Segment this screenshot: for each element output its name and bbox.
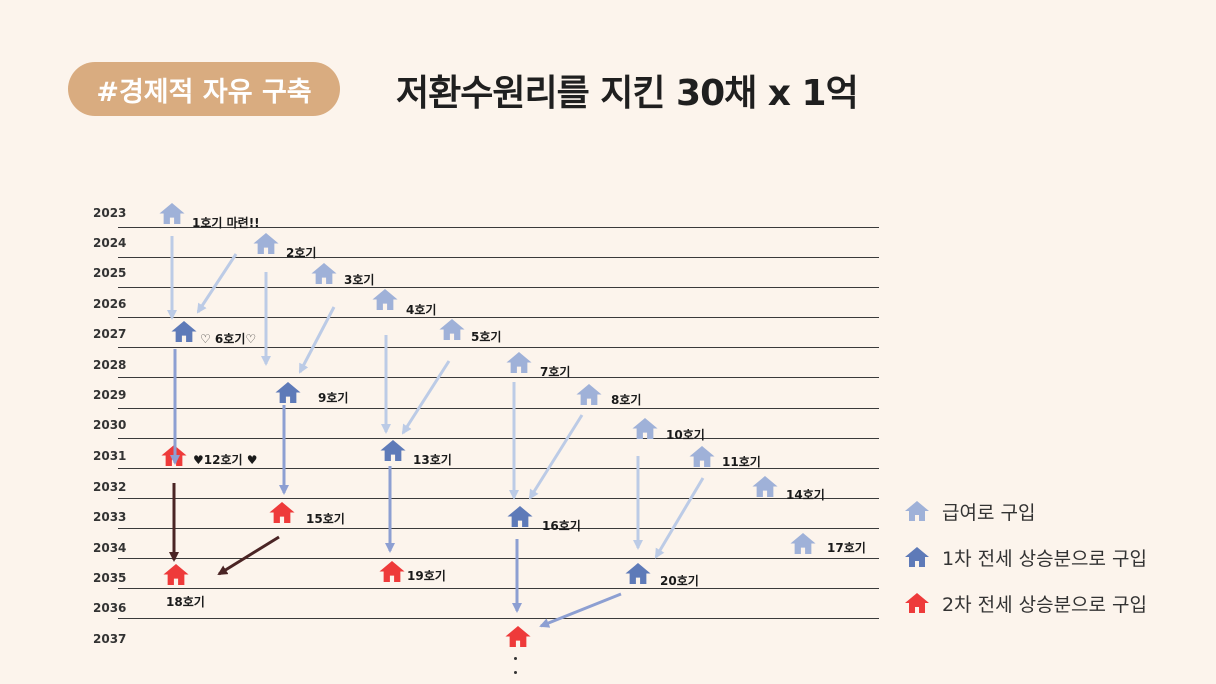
house-label: ♡ 6호기♡ [200,332,257,346]
year-label: 2023 [93,206,127,220]
timeline-divider [118,618,879,619]
legend-label: 급여로 구입 [942,501,1036,524]
legend-label: 2차 전세 상승분으로 구입 [942,593,1148,616]
timeline-divider [118,317,879,318]
house-icon [372,289,398,310]
house-label: 11호기 [722,455,761,469]
house-label: 1호기 마련!! [192,216,260,230]
house-label: 5호기 [471,330,502,344]
house-icon [625,563,651,584]
house-label: 8호기 [611,393,642,407]
timeline-divider [118,498,879,499]
house-icon [171,321,197,342]
flow-arrow [217,535,280,576]
house-label: 19호기 [407,569,446,583]
timeline-divider [118,438,879,439]
legend: 급여로 구입 1차 전세 상승분으로 구입 2차 전세 상승분으로 구입 [904,488,1147,626]
house-label: 15호기 [306,512,345,526]
timeline-divider [118,257,879,258]
house-icon [576,384,602,405]
legend-item-salary: 급여로 구입 [904,488,1147,534]
house-label: 9호기 [318,391,349,405]
house-label: 16호기 [542,519,581,533]
house-icon [253,233,279,254]
house-icon [439,319,465,340]
year-label: 2034 [93,541,127,555]
year-label: 2024 [93,236,127,250]
year-label: 2037 [93,632,127,646]
flow-arrow [401,360,451,435]
legend-item-first-jeonse: 1차 전세 상승분으로 구입 [904,534,1147,580]
flow-arrow [298,306,336,374]
timeline-divider [118,528,879,529]
year-label: 2031 [93,449,127,463]
continuation-dot [514,657,517,660]
house-icon [505,626,531,647]
page-title: 저환수원리를 지킨 30채 x 1억 [396,73,859,114]
legend-label: 1차 전세 상승분으로 구입 [942,547,1148,570]
house-icon [163,564,189,585]
house-icon [380,440,406,461]
house-icon [507,506,533,527]
house-label: 14호기 [786,488,825,502]
year-label: 2028 [93,358,127,372]
house-icon [311,263,337,284]
timeline-divider [118,558,879,559]
house-label: 7호기 [540,365,571,379]
year-label: 2036 [93,601,127,615]
house-icon [269,502,295,523]
house-icon [905,593,929,613]
house-label: 13호기 [413,453,452,467]
year-label: 2027 [93,327,127,341]
year-label: 2025 [93,266,127,280]
year-label: 2032 [93,480,127,494]
house-icon [790,533,816,554]
legend-item-second-jeonse: 2차 전세 상승분으로 구입 [904,580,1147,626]
year-label: 2035 [93,571,127,585]
house-icon [905,501,929,521]
year-label: 2026 [93,297,127,311]
house-label: 10호기 [666,428,705,442]
house-icon [905,547,929,567]
flow-arrow [196,253,238,314]
flow-arrow [528,414,584,500]
timeline-divider [118,588,879,589]
house-icon [632,418,658,439]
timeline-divider [118,347,879,348]
house-icon [506,352,532,373]
house-label: 17호기 [827,541,866,555]
timeline-divider [118,287,879,288]
timeline-divider [118,408,879,409]
year-label: 2030 [93,418,127,432]
house-label: ♥12호기 ♥ [193,453,258,467]
flow-arrow [539,592,622,628]
timeline-divider [118,377,879,378]
house-label: 4호기 [406,303,437,317]
flow-arrow [654,477,705,559]
year-label: 2033 [93,510,127,524]
house-icon [752,476,778,497]
house-icon [159,203,185,224]
timeline-divider [118,227,879,228]
continuation-dot [514,671,517,674]
house-label: 2호기 [286,246,317,260]
timeline-divider [118,468,879,469]
hashtag-pill: #경제적 자유 구축 [68,62,340,116]
house-label: 20호기 [660,574,699,588]
house-label: 3호기 [344,273,375,287]
year-label: 2029 [93,388,127,402]
house-icon [379,561,405,582]
house-icon [275,382,301,403]
house-label: 18호기 [166,595,205,609]
house-icon [689,446,715,467]
